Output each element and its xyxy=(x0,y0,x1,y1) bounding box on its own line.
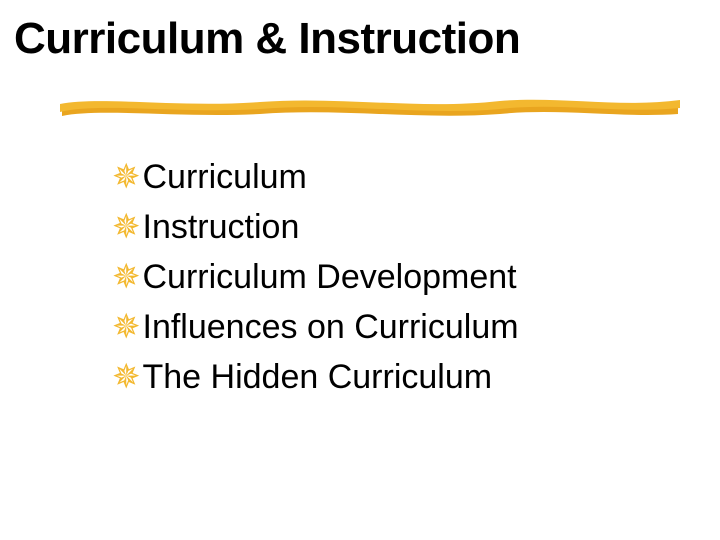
list-item: ✵ Instruction xyxy=(112,205,519,251)
bullet-text: Instruction xyxy=(143,205,300,251)
list-item: ✵ Curriculum Development xyxy=(112,255,519,301)
bullet-icon: ✵ xyxy=(112,260,141,294)
list-item: ✵ Influences on Curriculum xyxy=(112,305,519,351)
bullet-icon: ✵ xyxy=(112,160,141,194)
title-underline xyxy=(60,92,680,120)
bullet-icon: ✵ xyxy=(112,310,141,344)
list-item: ✵ Curriculum xyxy=(112,155,519,201)
slide: Curriculum & Instruction ✵ Curriculum ✵ … xyxy=(0,0,720,540)
bullet-text: The Hidden Curriculum xyxy=(143,355,493,401)
bullet-icon: ✵ xyxy=(112,210,141,244)
bullet-text: Curriculum xyxy=(143,155,307,201)
bullet-icon: ✵ xyxy=(112,360,141,394)
bullet-list: ✵ Curriculum ✵ Instruction ✵ Curriculum … xyxy=(112,155,519,404)
list-item: ✵ The Hidden Curriculum xyxy=(112,355,519,401)
slide-title: Curriculum & Instruction xyxy=(14,14,520,64)
bullet-text: Influences on Curriculum xyxy=(143,305,519,351)
bullet-text: Curriculum Development xyxy=(143,255,517,301)
